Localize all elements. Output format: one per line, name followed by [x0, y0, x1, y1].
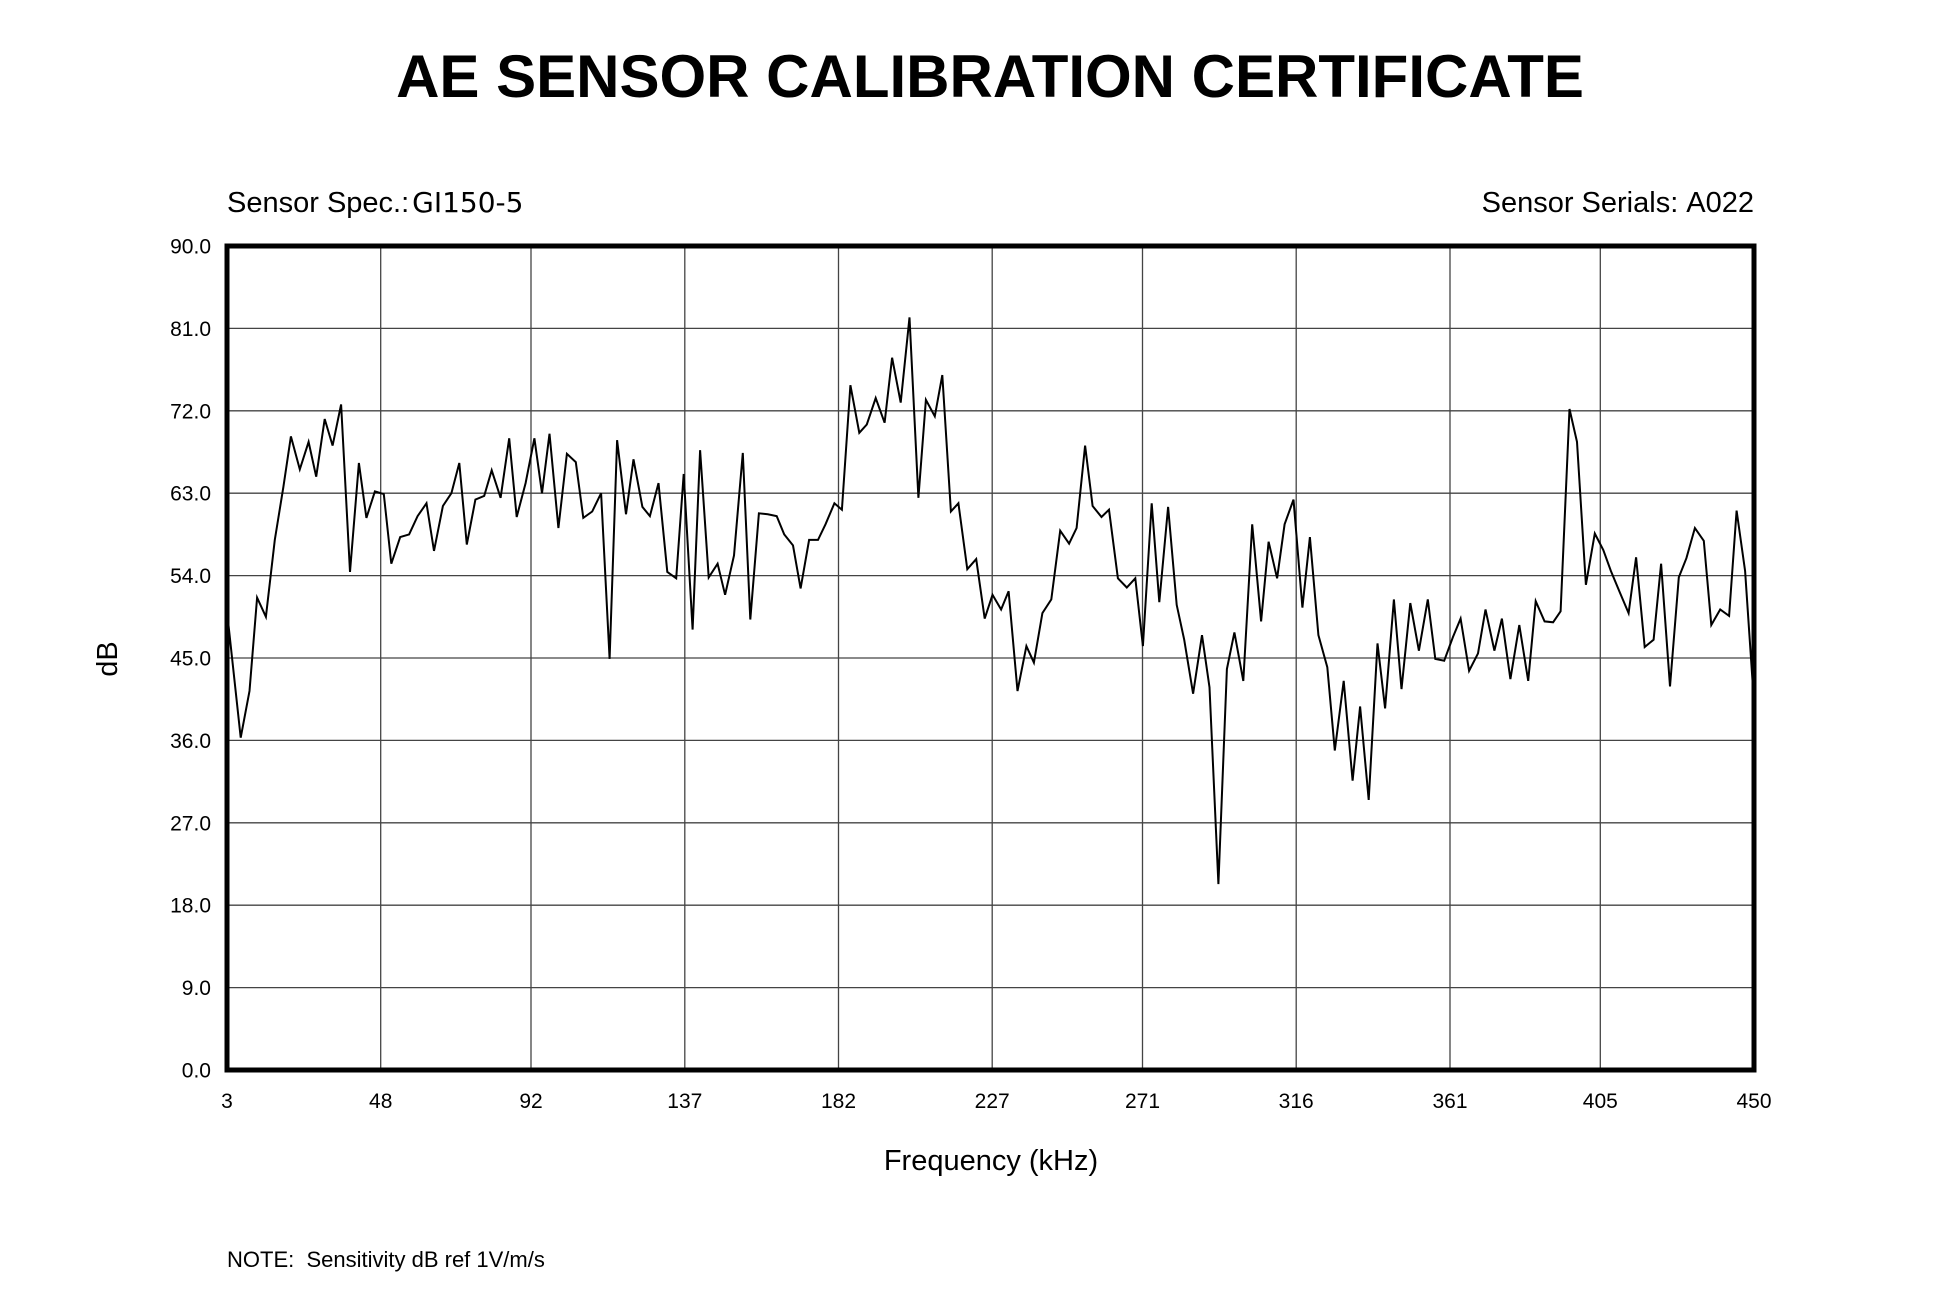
x-tick-label: 361: [1432, 1090, 1467, 1113]
series-line: [226, 317, 1755, 885]
y-tick-label: 90.0: [170, 236, 211, 259]
x-tick-label: 92: [519, 1090, 542, 1113]
x-tick-label: 271: [1125, 1090, 1160, 1113]
series-group: [226, 317, 1755, 885]
y-tick-label: 9.0: [182, 977, 211, 1000]
x-tick-label: 316: [1279, 1090, 1314, 1113]
y-tick-label: 45.0: [170, 648, 211, 671]
x-tick-label: 405: [1583, 1090, 1618, 1113]
y-tick-label: 18.0: [170, 895, 211, 918]
plot-frame: [224, 243, 1757, 1073]
y-axis-label: dB: [92, 641, 124, 676]
x-tick-label: 182: [821, 1090, 856, 1113]
x-tick-label: 48: [369, 1090, 392, 1113]
x-tick-label: 450: [1736, 1090, 1771, 1113]
x-tick-label: 227: [975, 1090, 1010, 1113]
sensor-spec-value: GI150-5: [412, 186, 523, 219]
x-tick-label: 3: [221, 1090, 233, 1113]
sensitivity-note: NOTE: Sensitivity dB ref 1V/m/s: [227, 1247, 545, 1272]
y-tick-label: 63.0: [170, 483, 211, 506]
x-tick-labels: 3 48 92 137 182 227 271 316 361 405 450: [221, 1090, 1771, 1113]
y-tick-label: 27.0: [170, 812, 211, 835]
x-tick-label: 137: [667, 1090, 702, 1113]
sensor-spec-label: Sensor Spec.:: [227, 187, 409, 219]
sensor-serials: Sensor Serials: A022: [1482, 187, 1754, 219]
x-axis-label: Frequency (kHz): [884, 1145, 1098, 1177]
y-tick-label: 81.0: [170, 318, 211, 341]
certificate-title: AE SENSOR CALIBRATION CERTIFICATE: [396, 43, 1584, 110]
sensor-serials-label: Sensor Serials:: [1482, 187, 1679, 219]
y-tick-label: 0.0: [182, 1060, 211, 1083]
y-tick-labels: 0.0 9.0 18.0 27.0 36.0 45.0 54.0 63.0 72.0 81.0 90…: [170, 236, 211, 1083]
sensor-serials-value: A022: [1686, 187, 1754, 219]
y-tick-label: 36.0: [170, 730, 211, 753]
sensor-spec: Sensor Spec.: GI150-5: [227, 186, 523, 219]
y-tick-label: 72.0: [170, 400, 211, 423]
y-tick-label: 54.0: [170, 565, 211, 588]
